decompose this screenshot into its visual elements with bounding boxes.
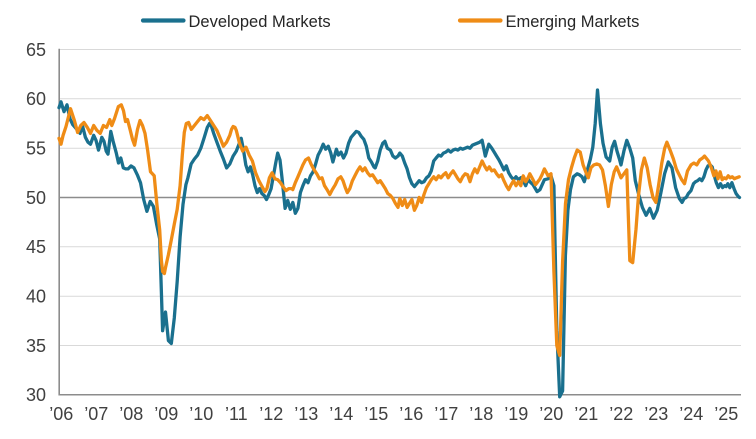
svg-text:’12: ’12: [259, 404, 283, 424]
svg-text:’09: ’09: [154, 404, 178, 424]
svg-text:55: 55: [26, 139, 46, 159]
svg-text:’15: ’15: [364, 404, 388, 424]
svg-text:’11: ’11: [225, 404, 248, 424]
svg-text:’21: ’21: [574, 404, 598, 424]
svg-text:Emerging Markets: Emerging Markets: [506, 13, 640, 31]
svg-text:’24: ’24: [679, 404, 703, 424]
svg-text:’22: ’22: [609, 404, 633, 424]
svg-text:’08: ’08: [119, 404, 143, 424]
svg-text:’13: ’13: [294, 404, 318, 424]
svg-text:45: 45: [26, 237, 46, 257]
svg-text:’20: ’20: [539, 404, 563, 424]
svg-text:’06: ’06: [49, 404, 73, 424]
svg-text:Developed Markets: Developed Markets: [189, 13, 331, 31]
svg-text:’25: ’25: [714, 404, 738, 424]
svg-text:’17: ’17: [434, 404, 458, 424]
svg-text:’14: ’14: [329, 404, 353, 424]
svg-text:’18: ’18: [469, 404, 493, 424]
svg-text:50: 50: [26, 188, 46, 208]
svg-text:65: 65: [26, 40, 46, 60]
svg-text:40: 40: [26, 287, 46, 307]
svg-text:’19: ’19: [504, 404, 528, 424]
svg-text:’16: ’16: [399, 404, 423, 424]
svg-text:60: 60: [26, 89, 46, 109]
svg-text:35: 35: [26, 336, 46, 356]
svg-text:30: 30: [26, 385, 46, 405]
svg-text:’10: ’10: [189, 404, 213, 424]
svg-text:’23: ’23: [644, 404, 668, 424]
svg-text:’07: ’07: [84, 404, 108, 424]
